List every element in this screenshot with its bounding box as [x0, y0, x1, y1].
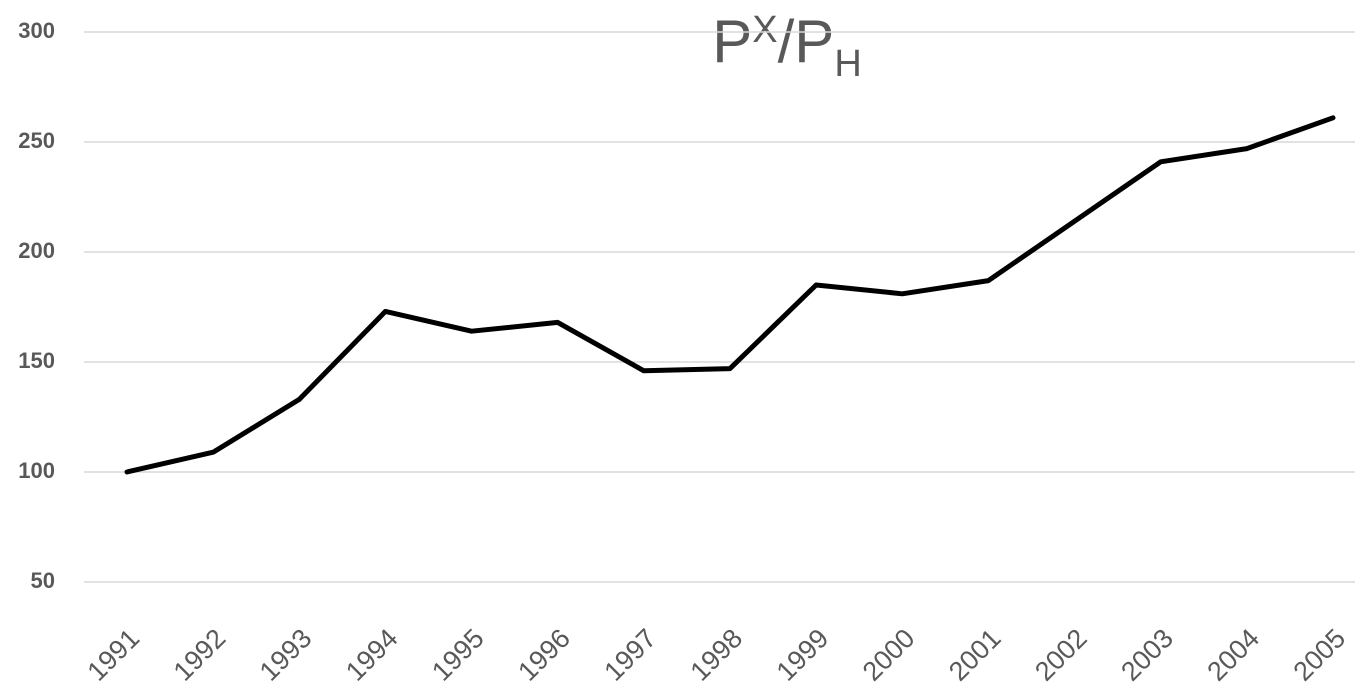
x-tick-label: 2004: [1201, 623, 1265, 687]
x-tick-label: 1994: [340, 623, 404, 687]
x-tick-label: 1991: [82, 623, 146, 687]
x-tick-label: 2001: [943, 623, 1007, 687]
y-tick-label: 200: [18, 238, 55, 263]
x-tick-label: 1993: [254, 623, 318, 687]
data-line: [124, 115, 1336, 475]
title-sup: X: [752, 9, 777, 51]
x-tick-label: 2005: [1288, 623, 1352, 687]
x-tick-label: 1998: [685, 623, 749, 687]
x-tick-label: 1999: [771, 623, 835, 687]
title-slash: /P: [778, 8, 835, 75]
x-tick-label: 1996: [512, 623, 576, 687]
x-tick-label: 2000: [857, 623, 921, 687]
title-base: P: [712, 8, 752, 75]
title-sub: H: [834, 43, 861, 85]
y-tick-label: 250: [18, 128, 55, 153]
x-tick-label: 2003: [1115, 623, 1179, 687]
chart-title: PX/PH: [712, 8, 862, 85]
y-tick-label: 100: [18, 458, 55, 483]
x-tick-label: 1997: [598, 623, 662, 687]
x-tick-label: 2002: [1029, 623, 1093, 687]
y-tick-label: 150: [18, 348, 55, 373]
x-tick-label: 1992: [168, 623, 232, 687]
y-tick-label: 300: [18, 18, 55, 43]
x-tick-label: 1995: [426, 623, 490, 687]
y-tick-label: 50: [31, 568, 55, 593]
